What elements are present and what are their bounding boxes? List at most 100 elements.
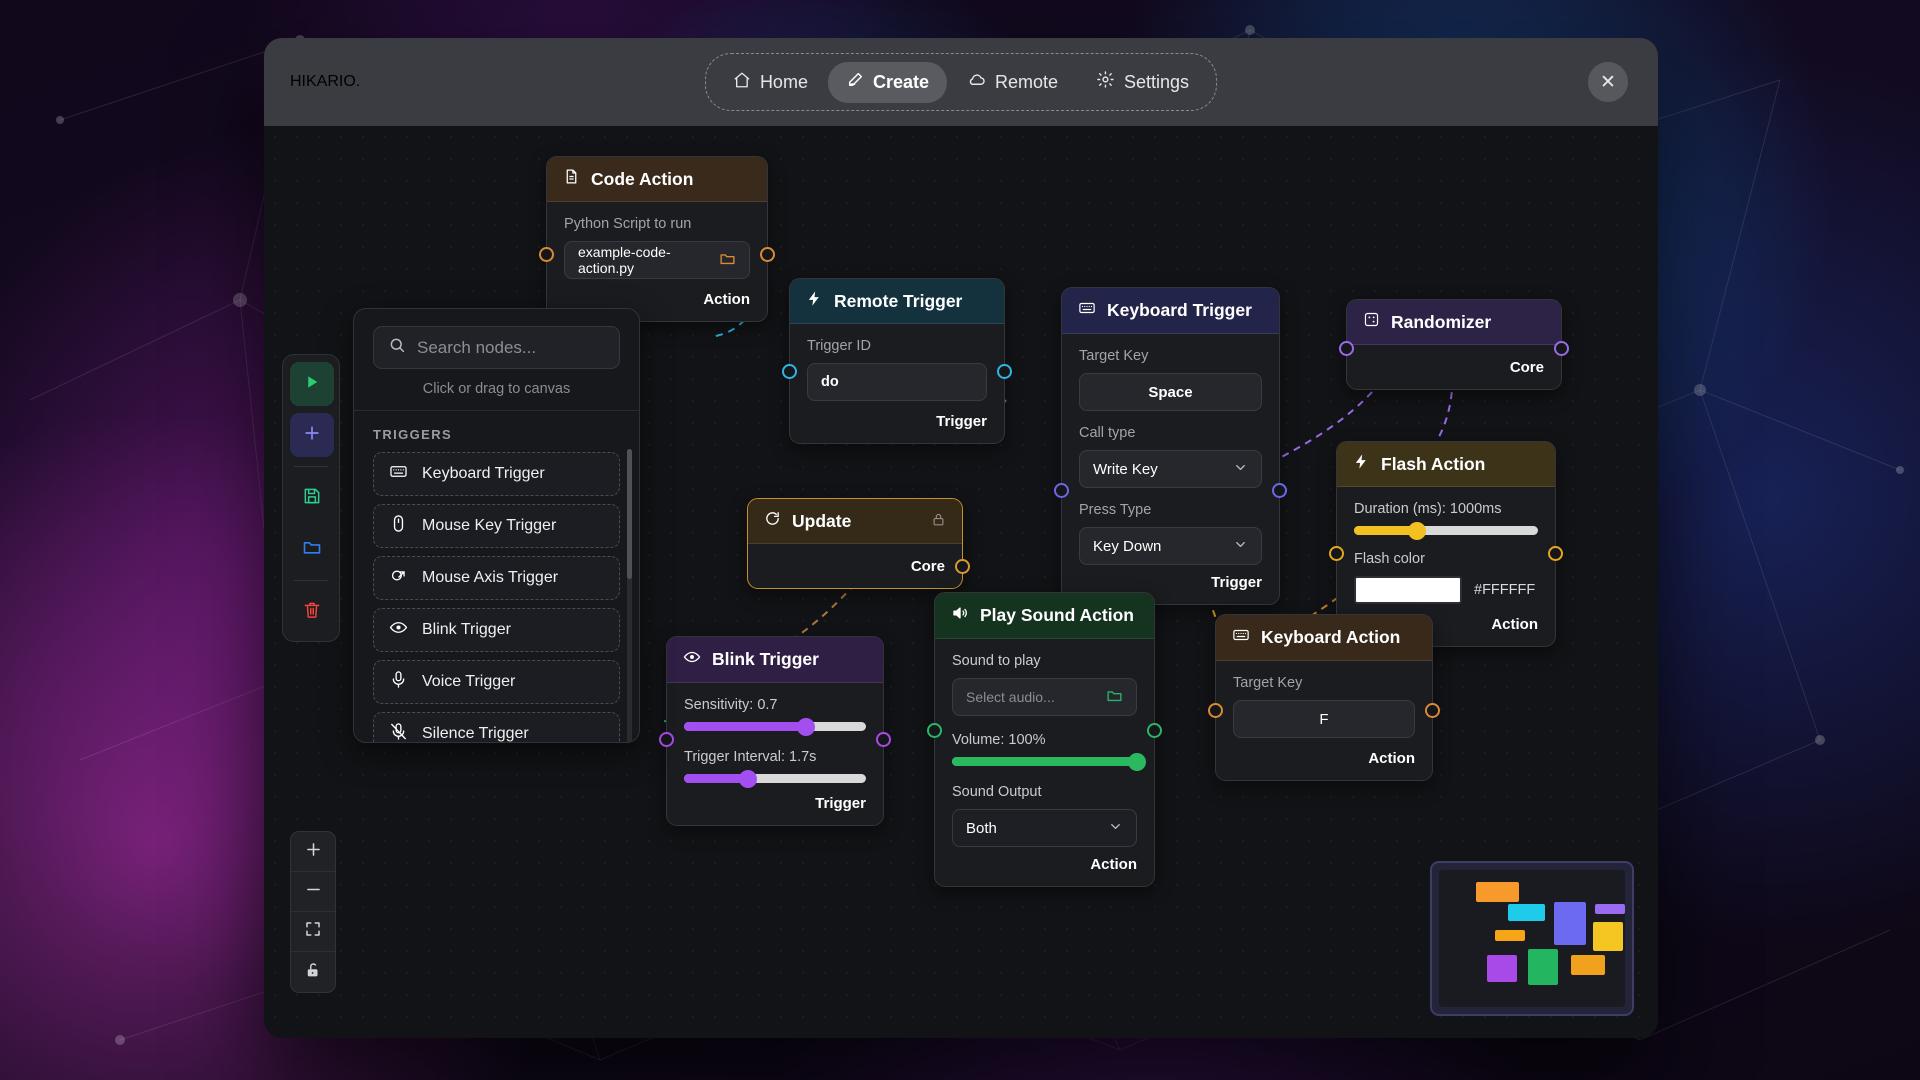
node-keyboard-trigger[interactable]: Keyboard Trigger Target Key Space Call t…	[1054, 287, 1287, 605]
play-icon	[303, 373, 321, 396]
tab-remote[interactable]: Remote	[949, 61, 1076, 103]
sound-output-select[interactable]: Both	[952, 809, 1137, 847]
palette-item-label: Blink Trigger	[422, 621, 511, 638]
script-file-input[interactable]: example-code-action.py	[564, 241, 750, 279]
node-body: Core	[748, 544, 962, 588]
node-title: Flash Action	[1381, 453, 1486, 474]
add-button[interactable]	[290, 413, 334, 457]
trash-icon	[302, 600, 322, 625]
zoom-out-button[interactable]	[291, 872, 335, 912]
trigger-id-input[interactable]: do	[807, 363, 987, 401]
palette-item-mouse-key-trigger[interactable]: Mouse Key Trigger	[373, 504, 620, 548]
port-input[interactable]	[1208, 703, 1223, 718]
palette-item-voice-trigger[interactable]: Voice Trigger	[373, 660, 620, 704]
sensitivity-slider[interactable]	[684, 717, 866, 736]
target-key-label: Target Key	[1233, 675, 1303, 691]
tab-settings[interactable]: Settings	[1078, 61, 1207, 103]
minimap[interactable]	[1430, 861, 1634, 1016]
port-output[interactable]	[1554, 341, 1569, 356]
palette-list[interactable]: TRIGGERS Keyboard Trigger Mouse Key Trig…	[354, 411, 639, 742]
port-output[interactable]	[997, 364, 1012, 379]
node-palette[interactable]: Click or drag to canvas TRIGGERS Keyboar…	[353, 308, 640, 743]
palette-item-blink-trigger[interactable]: Blink Trigger	[373, 608, 620, 652]
node-title: Keyboard Action	[1261, 627, 1401, 647]
node-blink-trigger[interactable]: Blink Trigger Sensitivity: 0.7 Trigger I…	[659, 636, 891, 826]
port-input[interactable]	[1329, 546, 1344, 561]
folder-icon[interactable]	[719, 250, 736, 271]
save-button[interactable]	[290, 476, 334, 520]
port-input[interactable]	[1339, 341, 1354, 356]
volume-slider[interactable]	[952, 752, 1146, 771]
port-input[interactable]	[659, 732, 674, 747]
script-field-label: Python Script to run	[564, 216, 692, 232]
tab-create-label: Create	[872, 71, 929, 92]
interval-slider[interactable]	[684, 769, 866, 788]
search-input[interactable]	[417, 337, 638, 358]
node-update[interactable]: Update Core	[747, 498, 970, 589]
node-footer-label: Action	[1491, 616, 1538, 633]
port-output[interactable]	[955, 559, 970, 574]
mouse-axis-icon	[389, 566, 408, 590]
trigger-id-value: do	[821, 374, 839, 390]
node-header: Randomizer	[1347, 300, 1561, 345]
lock-button[interactable]	[291, 952, 335, 992]
tab-home[interactable]: Home	[715, 62, 826, 103]
target-key-input[interactable]: F	[1233, 700, 1415, 738]
port-output[interactable]	[1147, 723, 1162, 738]
node-flash-action[interactable]: Flash Action Duration (ms): 1000ms Flash…	[1329, 441, 1563, 647]
palette-item-keyboard-trigger[interactable]: Keyboard Trigger	[373, 452, 620, 496]
fit-view-button[interactable]	[291, 912, 335, 952]
node-randomizer[interactable]: Randomizer Core	[1339, 299, 1569, 390]
target-key-value: Space	[1148, 383, 1193, 401]
zoom-in-button[interactable]	[291, 832, 335, 872]
keyboard-icon	[389, 462, 408, 486]
sensitivity-label: Sensitivity: 0.7	[684, 697, 778, 713]
sound-label: Sound to play	[952, 653, 1041, 669]
node-body: Core	[1347, 345, 1561, 389]
call-type-select[interactable]: Write Key	[1079, 450, 1262, 488]
port-input[interactable]	[1054, 483, 1069, 498]
sound-file-input[interactable]: Select audio...	[952, 678, 1137, 716]
open-button[interactable]	[290, 527, 334, 571]
port-output[interactable]	[760, 247, 775, 262]
node-footer-label: Action	[1090, 856, 1137, 873]
palette-scrollbar-thumb[interactable]	[627, 449, 632, 579]
eye-icon	[683, 648, 701, 671]
folder-icon[interactable]	[1106, 687, 1123, 708]
target-key-label: Target Key	[1079, 348, 1149, 364]
microphone-icon	[389, 670, 408, 694]
tab-create[interactable]: Create	[827, 61, 947, 103]
minimap-node-block	[1494, 930, 1525, 942]
palette-scrollbar[interactable]	[627, 449, 632, 742]
palette-item-mouse-axis-trigger[interactable]: Mouse Axis Trigger	[373, 556, 620, 600]
search-icon	[388, 336, 406, 359]
node-canvas[interactable]: Code Action Python Script to run example…	[264, 126, 1658, 1038]
run-button[interactable]	[290, 362, 334, 406]
flash-color-swatch[interactable]	[1354, 576, 1462, 604]
app-window: HIKARIO. Home Create Remote	[264, 38, 1658, 1038]
node-title: Remote Trigger	[834, 290, 963, 311]
close-button[interactable]: ✕	[1588, 62, 1628, 102]
port-input[interactable]	[539, 247, 554, 262]
sound-output-label: Sound Output	[952, 784, 1042, 800]
node-keyboard-action[interactable]: Keyboard Action Target Key F Action	[1208, 614, 1440, 781]
port-output[interactable]	[1425, 703, 1440, 718]
minimap-node-block	[1554, 901, 1586, 946]
node-footer-label: Action	[1368, 750, 1415, 767]
duration-slider[interactable]	[1354, 521, 1538, 540]
node-body: Python Script to run example-code-action…	[547, 202, 767, 321]
port-input[interactable]	[927, 723, 942, 738]
node-remote-trigger[interactable]: Remote Trigger Trigger ID do Trigger	[782, 278, 1012, 444]
press-type-select[interactable]: Key Down	[1079, 527, 1262, 565]
node-play-sound-action[interactable]: Play Sound Action Sound to play Select a…	[927, 592, 1162, 887]
port-output[interactable]	[1272, 483, 1287, 498]
palette-item-silence-trigger[interactable]: Silence Trigger	[373, 712, 620, 742]
port-output[interactable]	[1548, 546, 1563, 561]
minimap-node-block	[1571, 954, 1605, 976]
target-key-input[interactable]: Space	[1079, 373, 1262, 411]
search-box[interactable]	[373, 326, 638, 369]
delete-button[interactable]	[290, 590, 334, 634]
node-code-action[interactable]: Code Action Python Script to run example…	[539, 156, 775, 322]
port-input[interactable]	[782, 364, 797, 379]
port-output[interactable]	[876, 732, 891, 747]
